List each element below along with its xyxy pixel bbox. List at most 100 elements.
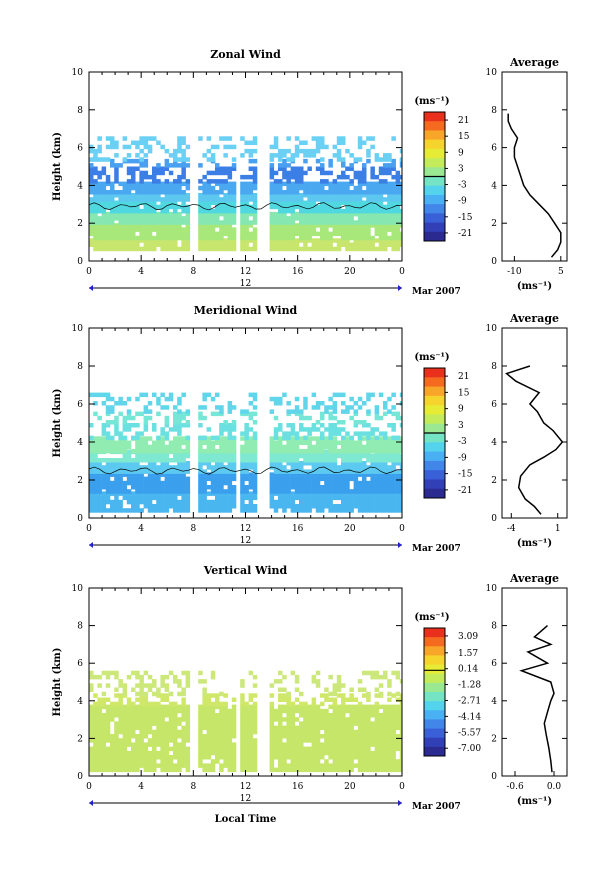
heatmap-cell — [387, 725, 392, 731]
heatmap-cell — [395, 227, 401, 232]
heatmap-cell — [177, 415, 182, 421]
heatmap-cell — [156, 435, 161, 441]
heatmap-cell — [345, 746, 350, 752]
heatmap-cell — [374, 504, 380, 509]
heatmap-cell — [198, 738, 203, 743]
heatmap-cell — [215, 200, 220, 205]
heatmap-cell — [252, 759, 258, 764]
heatmap-cell — [185, 683, 191, 688]
heatmap-cell — [357, 144, 363, 150]
heatmap-cell — [248, 166, 254, 171]
heatmap-cell — [93, 704, 98, 710]
heatmap-cell — [143, 144, 149, 150]
heatmap-cell — [252, 763, 258, 768]
heatmap-cell — [164, 734, 170, 739]
heatmap-cell — [290, 409, 296, 414]
heatmap-cell — [118, 729, 123, 735]
heatmap-cell — [294, 200, 300, 205]
heatmap-cell — [336, 148, 342, 154]
heatmap-cell — [126, 476, 132, 482]
heatmap-cell — [349, 435, 354, 441]
heatmap-cell — [357, 405, 363, 410]
heatmap-cell — [105, 755, 111, 760]
heatmap-cell — [185, 670, 191, 676]
heatmap-cell — [328, 691, 333, 697]
heatmap-cell — [349, 193, 354, 198]
heatmap-cell — [357, 469, 363, 474]
heatmap-cell — [353, 708, 359, 714]
heatmap-cell — [223, 179, 228, 184]
heatmap-cell — [362, 472, 367, 477]
heatmap-cell — [378, 458, 384, 463]
heatmap-cell — [139, 717, 144, 722]
heatmap-cell — [244, 444, 249, 450]
heatmap-cell — [160, 480, 165, 486]
heatmap-cell — [315, 704, 321, 710]
heatmap-cell — [345, 440, 350, 445]
heatmap-cell — [252, 465, 258, 470]
heatmap-cell — [252, 435, 258, 441]
heatmap-cell — [135, 738, 140, 743]
heatmap-cell — [286, 242, 291, 247]
heatmap-cell — [370, 508, 375, 513]
heatmap-cell — [362, 687, 367, 692]
heatmap-cell — [110, 204, 115, 210]
heatmap-cell — [374, 759, 380, 764]
heatmap-cell — [282, 742, 287, 747]
heatmap-cell — [206, 197, 212, 202]
heatmap-cell — [164, 763, 170, 768]
heatmap-cell — [164, 485, 170, 490]
heatmap-cell — [126, 721, 132, 726]
heatmap-cell — [294, 216, 300, 221]
heatmap-cell — [324, 190, 329, 195]
heatmap-cell — [357, 431, 363, 436]
heatmap-cell — [105, 238, 111, 243]
heatmap-cell — [97, 220, 102, 225]
heatmap-cell — [320, 725, 325, 731]
heatmap-cell — [131, 755, 136, 760]
heatmap-cell — [105, 190, 111, 195]
heatmap-cell — [181, 140, 186, 145]
heatmap-cell — [206, 767, 212, 773]
heatmap-cell — [362, 508, 367, 513]
heatmap-cell — [370, 755, 375, 760]
heatmap-cell — [328, 734, 333, 739]
heatmap-cell — [219, 725, 224, 731]
heatmap-cell — [391, 211, 396, 217]
heatmap-cell — [135, 461, 140, 466]
heatmap-cell — [370, 495, 375, 501]
heatmap-cell — [240, 734, 245, 739]
heatmap-cell — [315, 670, 321, 676]
heatmap-cell — [164, 231, 170, 237]
heatmap-cell — [378, 448, 384, 454]
heatmap-cell — [315, 461, 321, 466]
heatmap-cell — [362, 227, 367, 232]
heatmap-cell — [210, 144, 216, 150]
heatmap-cell — [147, 401, 153, 406]
heatmap-cell — [374, 734, 380, 739]
heatmap-cell — [181, 742, 186, 747]
heatmap-cell — [320, 170, 325, 176]
heatmap-cell — [290, 738, 296, 743]
heatmap-cell — [223, 742, 228, 747]
heatmap-cell — [219, 708, 224, 714]
heatmap-cell — [89, 242, 94, 247]
heatmap-cell — [202, 763, 207, 768]
heatmap-cell — [378, 742, 384, 747]
heatmap-cell — [290, 431, 296, 436]
heatmap-cell — [160, 465, 165, 470]
heatmap-cell — [349, 163, 354, 168]
heatmap-cell — [370, 185, 375, 191]
heatmap-cell — [345, 729, 350, 735]
heatmap-cell — [290, 480, 296, 486]
heatmap-cell — [269, 734, 275, 739]
heatmap-cell — [143, 190, 149, 195]
heatmap-cell — [357, 185, 363, 191]
x-tick-label: 8 — [190, 782, 196, 792]
heatmap-cell — [135, 476, 140, 482]
heatmap-cell — [97, 238, 102, 243]
heatmap-cell — [164, 469, 170, 474]
colorbar-segment — [424, 148, 445, 159]
heatmap-cell — [387, 713, 392, 718]
